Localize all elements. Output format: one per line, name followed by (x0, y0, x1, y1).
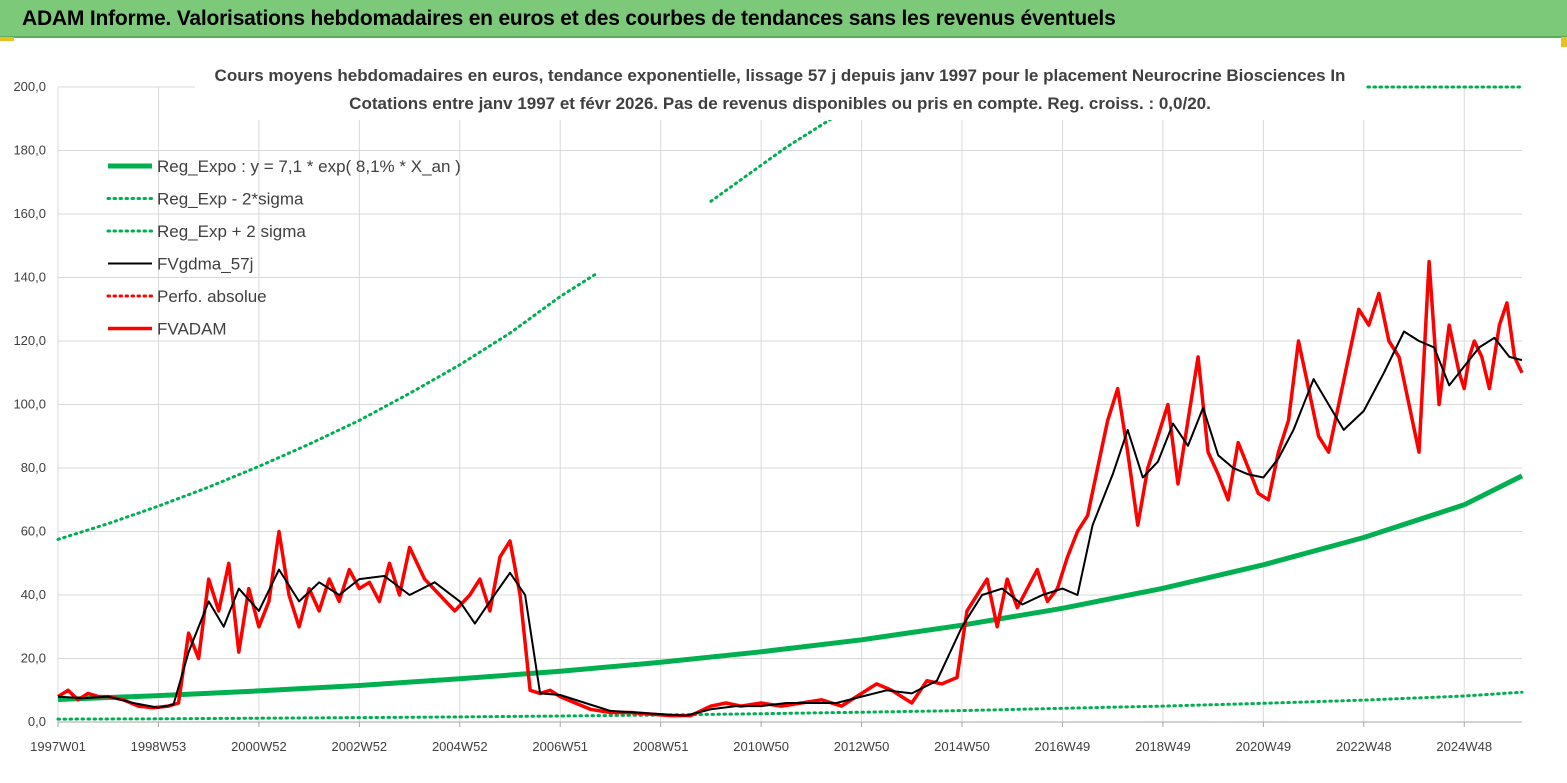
series-layer (56, 85, 1524, 721)
series-line-0 (57, 473, 1524, 702)
price-chart: 0,0 20,0 40,0 60,0 80,0 100,0 120,0 140,0 160,0 1… (13, 60, 1524, 754)
x-tick-label: 2016W49 (1035, 739, 1091, 754)
legend-label: Perfo. absolue (157, 287, 267, 306)
x-tick-label: 2022W48 (1336, 739, 1392, 754)
x-tick-label: 2012W50 (834, 739, 890, 754)
x-axis: 1997W01 1998W53 2000W52 2002W52 2004W52 2006W… (30, 721, 1522, 754)
chart-subtitle: Cotations entre janv 1997 et févr 2026. … (349, 94, 1211, 113)
series-line-5 (57, 259, 1524, 718)
x-tick-label: 2024W48 (1436, 739, 1492, 754)
legend-label: FVgdma_57j (157, 255, 253, 274)
y-tick-label: 100,0 (13, 397, 46, 412)
corner-accent-right (1561, 37, 1567, 47)
x-tick-label: 2010W50 (733, 739, 789, 754)
y-tick-label: 120,0 (13, 333, 46, 348)
y-axis: 0,0 20,0 40,0 60,0 80,0 100,0 120,0 140,0 160,0 1… (13, 79, 46, 729)
y-tick-label: 60,0 (21, 524, 46, 539)
legend: Reg_Expo : y = 7,1 * exp( 8,1% * X_an ) R… (106, 157, 461, 339)
page-title: ADAM Informe. Valorisations hebdomadaire… (22, 7, 1116, 30)
x-tick-label: 2008W51 (633, 739, 689, 754)
corner-accent-left (0, 37, 14, 41)
series-line-3 (57, 330, 1523, 717)
x-tick-label: 2014W50 (934, 739, 990, 754)
legend-label: FVADAM (157, 320, 227, 339)
y-tick-label: 40,0 (21, 587, 46, 602)
legend-label: Reg_Exp + 2 sigma (157, 222, 306, 241)
x-tick-label: 2004W52 (432, 739, 488, 754)
y-tick-label: 140,0 (13, 270, 46, 285)
legend-label: Reg_Expo : y = 7,1 * exp( 8,1% * X_an ) (157, 157, 461, 176)
x-tick-label: 2020W49 (1236, 739, 1292, 754)
x-tick-label: 2006W51 (532, 739, 588, 754)
y-tick-label: 180,0 (13, 143, 46, 158)
series-line-1 (56, 690, 1524, 721)
x-tick-label: 2000W52 (231, 739, 287, 754)
x-tick-label: 2018W49 (1135, 739, 1191, 754)
y-tick-label: 160,0 (13, 206, 46, 221)
y-tick-label: 200,0 (13, 79, 46, 94)
title-backdrop (195, 60, 1365, 120)
chart-title: Cours moyens hebdomadaires en euros, ten… (215, 66, 1346, 85)
x-tick-label: 2002W52 (332, 739, 388, 754)
grid (57, 86, 1522, 723)
y-tick-label: 20,0 (21, 651, 46, 666)
y-tick-label: 80,0 (21, 460, 46, 475)
x-tick-label: 1998W53 (131, 739, 187, 754)
x-tick-label: 1997W01 (30, 739, 86, 754)
legend-label: Reg_Exp - 2*sigma (157, 190, 304, 209)
series-line-2 (56, 272, 597, 541)
title-bar: ADAM Informe. Valorisations hebdomadaire… (0, 0, 1567, 38)
y-tick-label: 0,0 (28, 714, 46, 729)
